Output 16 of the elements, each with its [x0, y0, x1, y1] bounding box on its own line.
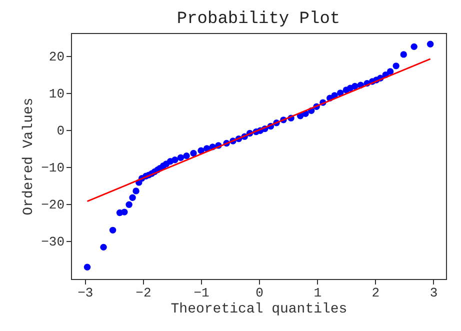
y-tick-label: −20 — [41, 197, 64, 212]
y-tick-label: −10 — [41, 160, 64, 176]
x-tick-label: 2 — [372, 286, 380, 300]
x-tick-label: 1 — [314, 286, 322, 300]
chart-title: Probability Plot — [176, 10, 340, 29]
x-tick-label: 3 — [430, 286, 438, 300]
y-tick-label: 10 — [48, 86, 64, 102]
y-axis-title: Ordered Values — [21, 98, 38, 216]
y-tick-label: −30 — [41, 234, 64, 250]
x-tick-label: −3 — [78, 286, 94, 300]
x-tick-label: 0 — [256, 286, 264, 300]
y-tick-label: 20 — [48, 49, 64, 64]
x-tick-label: −1 — [194, 286, 210, 300]
y-tick-label: 0 — [56, 123, 64, 138]
x-tick-label: −2 — [136, 286, 152, 300]
x-axis-title: Theoretical quantiles — [170, 302, 348, 318]
